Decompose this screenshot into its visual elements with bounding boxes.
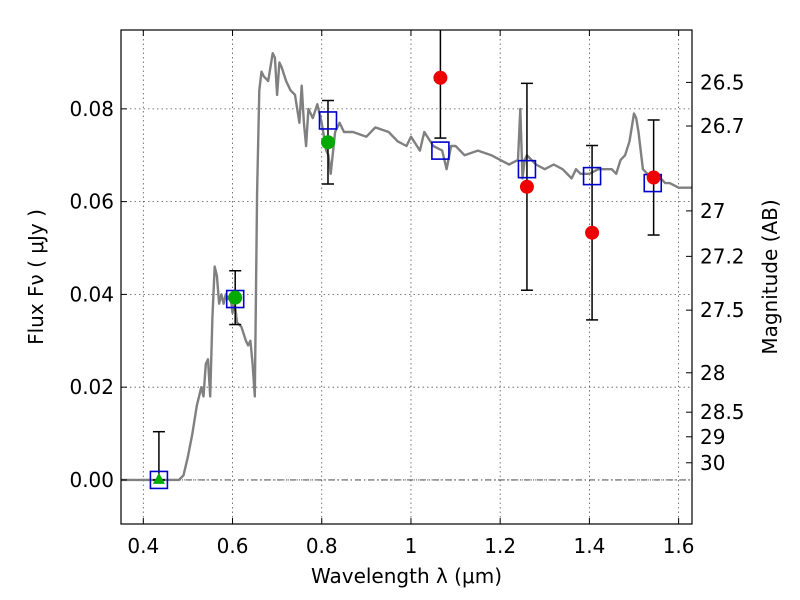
x-tick-label: 1.2	[484, 534, 516, 558]
x-tick-label: 1	[405, 534, 418, 558]
tick-layer: 0.4 0.6 0.8 1 1.2 1.4 1.6 0.00 0.02 0.04 0.06 0.08 2…	[69, 30, 745, 558]
upper-limit-triangle	[152, 472, 165, 484]
right-tick-label: 30	[700, 451, 725, 475]
ir-photometry-point	[646, 170, 661, 185]
y-tick-label: 0.02	[69, 375, 114, 399]
ir-photometry-point	[519, 179, 534, 194]
right-axis-title: Magnitude (AB)	[758, 199, 782, 354]
detection-point	[320, 135, 335, 150]
model-photometry-square	[517, 159, 537, 179]
series-layer	[121, 30, 692, 490]
right-tick-label: 29	[700, 425, 725, 449]
right-tick-label: 27	[700, 199, 725, 223]
right-tick-label: 26.7	[700, 114, 745, 138]
x-tick-label: 1.4	[573, 534, 605, 558]
y-tick-label: 0.06	[69, 190, 114, 214]
right-tick-label: 26.5	[700, 70, 745, 94]
x-tick-label: 1.6	[663, 534, 695, 558]
y-tick-label: 0.04	[69, 282, 114, 306]
x-tick-label: 0.8	[306, 534, 338, 558]
right-tick-label: 27.5	[700, 298, 745, 322]
right-tick-label: 28	[700, 361, 725, 385]
y-axis-title: Flux Fν ( μJy )	[24, 209, 48, 345]
x-tick-label: 0.6	[217, 534, 249, 558]
model-photometry-square	[318, 111, 338, 130]
ir-photometry-point	[585, 225, 600, 240]
x-axis-title: Wavelength λ (μm)	[311, 564, 502, 588]
x-tick-label: 0.4	[127, 534, 159, 558]
right-tick-label: 28.5	[700, 400, 745, 424]
y-tick-label: 0.08	[69, 97, 114, 121]
model-photometry-square	[149, 470, 169, 490]
model-photometry-square	[225, 289, 245, 309]
ir-photometry-point	[433, 70, 448, 85]
model-photometry-square	[431, 141, 450, 160]
detection-point	[228, 290, 243, 305]
plot-frame	[120, 29, 693, 525]
right-tick-label: 27.2	[700, 244, 745, 268]
y-tick-label: 0.00	[69, 468, 114, 492]
model-photometry-square	[582, 166, 602, 186]
